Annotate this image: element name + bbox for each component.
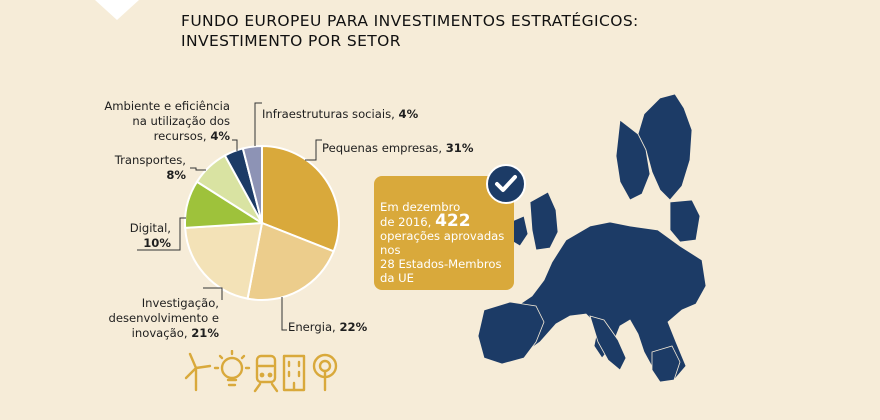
label-pequenas-text: Pequenas empresas,: [322, 141, 446, 155]
leader-ambiente: [232, 139, 238, 151]
checkmark-icon: [486, 164, 526, 204]
wind-turbine-icon: [184, 352, 212, 392]
label-investigacao-line-3: inovação, 21%: [100, 326, 219, 341]
map-baltics: [669, 199, 701, 243]
leader-infra: [254, 102, 262, 146]
lightbulb-icon: [213, 350, 251, 387]
label-energia: Energia, 22%: [288, 320, 367, 335]
label-ambiente-text: recursos,: [153, 129, 211, 143]
leader-investigacao: [203, 287, 223, 300]
callout-line-2-text: de 2016,: [380, 215, 436, 229]
label-transportes: Transportes, 8%: [100, 153, 186, 183]
label-transportes-text: Transportes,: [114, 153, 186, 167]
label-digital: Digital, 10%: [100, 221, 171, 251]
title-line-1: FUNDO EUROPEU PARA INVESTIMENTOS ESTRATÉ…: [181, 12, 639, 30]
label-ambiente-line-1: Ambiente e eficiência: [104, 99, 230, 113]
sector-icons: [184, 350, 338, 393]
map-ireland-uk: [529, 191, 559, 251]
pie-slice-6: [241, 144, 263, 224]
callout-line-3: operações aprovadas nos: [380, 229, 505, 257]
leader-transportes: [190, 167, 206, 171]
label-investigacao-pct: 21%: [191, 326, 219, 340]
label-infraestruturas: Infraestruturas sociais, 4%: [262, 107, 418, 122]
callout-line-1: Em dezembro: [380, 200, 461, 214]
label-transportes-pct: 8%: [166, 168, 186, 182]
callout-line-2: de 2016, 422: [380, 211, 514, 231]
leader-energia: [281, 297, 287, 331]
title-line-2: INVESTIMENTO POR SETOR: [181, 32, 401, 50]
label-energia-pct: 22%: [339, 320, 368, 334]
pie-slice-1: [246, 221, 335, 301]
microphone-icon: [312, 353, 338, 392]
label-infraestruturas-pct: 4%: [398, 107, 419, 121]
eu-map: [477, 93, 707, 383]
checkmark-glyph: [495, 175, 517, 192]
label-pequenas-pct: 31%: [445, 141, 474, 155]
pie-slice-2: [184, 221, 264, 300]
label-investigacao-text: inovação,: [131, 326, 192, 340]
leader-pequenas: [305, 139, 322, 161]
callout-line-4: 28 Estados-Membros: [380, 257, 502, 271]
label-investigacao: Investigação, desenvolvimento e inovação…: [100, 296, 219, 341]
label-ambiente-line-3: recursos, 4%: [100, 129, 230, 144]
label-digital-text: Digital,: [129, 221, 171, 235]
label-energia-text: Energia,: [288, 320, 340, 334]
map-scandinavia-west: [615, 119, 651, 201]
callout-line-5: da UE: [380, 271, 414, 285]
label-investigacao-line-1: Investigação,: [141, 296, 219, 310]
label-pequenas-empresas: Pequenas empresas, 31%: [322, 141, 473, 156]
pie-slice-0: [261, 144, 340, 253]
callout-number: 422: [435, 211, 471, 231]
label-ambiente-pct: 4%: [210, 129, 230, 143]
label-ambiente: Ambiente e eficiência na utilização dos …: [100, 99, 230, 144]
callout-text: Em dezembro de 2016, 422 operações aprov…: [380, 200, 514, 285]
train-icon: [253, 354, 279, 393]
building-icon: [282, 354, 306, 392]
map-iberia: [477, 301, 545, 365]
label-investigacao-line-2: desenvolvimento e: [108, 311, 219, 325]
page-title: FUNDO EUROPEU PARA INVESTIMENTOS ESTRATÉ…: [181, 11, 639, 51]
leader-lines: [137, 102, 322, 331]
map-greece: [651, 345, 681, 383]
leader-digital: [137, 217, 186, 251]
map-italy: [589, 315, 627, 371]
label-infraestruturas-text: Infraestruturas sociais,: [262, 107, 399, 121]
label-digital-pct: 10%: [143, 236, 171, 250]
label-ambiente-line-2: na utilização dos: [132, 114, 230, 128]
corner-tab: [95, 0, 139, 20]
